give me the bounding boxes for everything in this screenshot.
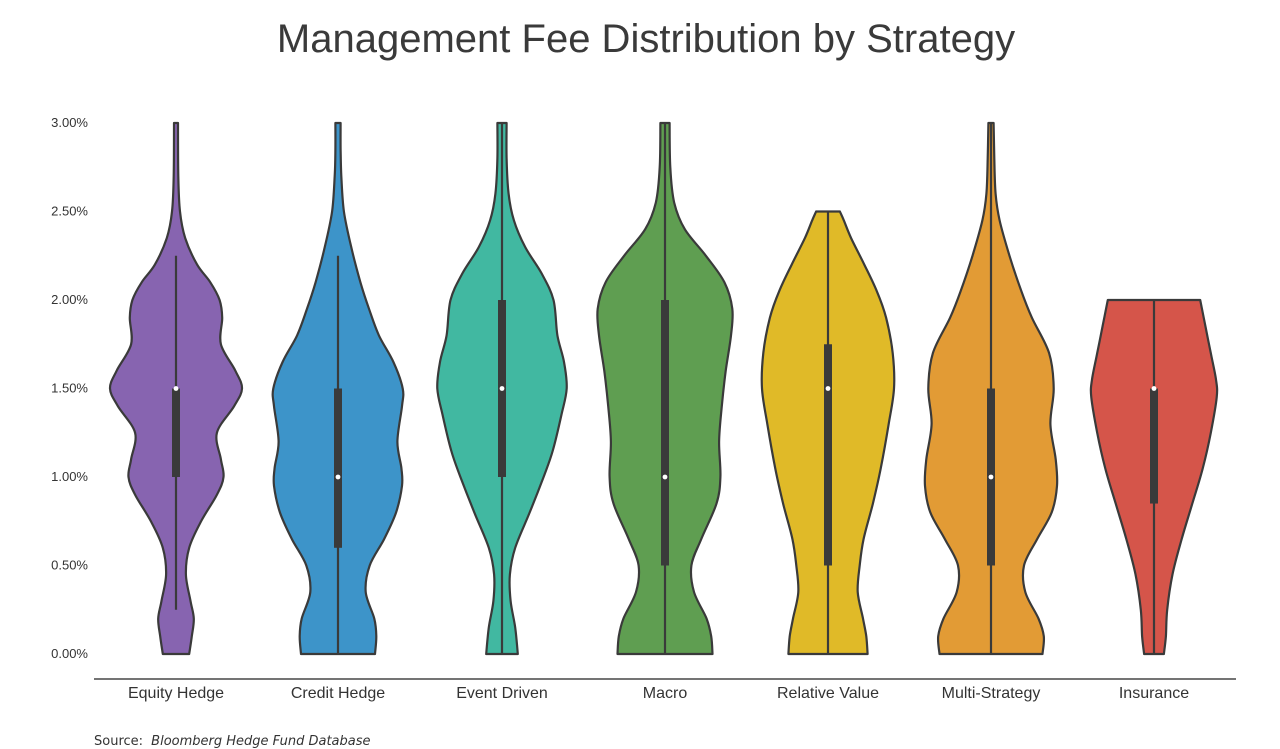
x-tick-label: Insurance <box>1119 685 1189 702</box>
violin-median-dot <box>1151 386 1157 391</box>
violin-iqr-box <box>1150 388 1158 504</box>
y-tick-label: 0.50% <box>51 558 88 573</box>
x-tick-label: Multi-Strategy <box>942 685 1041 702</box>
violin-median-dot <box>662 474 668 480</box>
source-name: Bloomberg Hedge Fund Database <box>151 734 370 749</box>
x-tick-label: Event Driven <box>456 685 548 702</box>
x-tick-label: Relative Value <box>777 685 879 702</box>
x-tick-label: Credit Hedge <box>291 685 385 702</box>
violin-iqr-box <box>661 300 669 566</box>
x-axis: Equity Hedge Credit Hedge Event Driven Macr… <box>128 685 1189 702</box>
violin-median-dot <box>335 474 341 480</box>
x-tick-label: Macro <box>643 685 688 702</box>
source-prefix: Source: <box>94 734 143 749</box>
violin-iqr-box <box>824 344 832 566</box>
violin-iqr-box <box>334 388 342 548</box>
violin-median-dot <box>499 386 505 391</box>
violin-median-dot <box>825 386 831 391</box>
violin-median-dot <box>173 386 179 391</box>
violin-median-dot <box>988 474 994 480</box>
y-tick-label: 1.50% <box>51 381 88 396</box>
source-note: Source: Bloomberg Hedge Fund Database <box>94 734 371 749</box>
y-tick-label: 2.00% <box>51 292 88 307</box>
x-tick-label: Equity Hedge <box>128 685 224 702</box>
y-axis: 0.00% 0.50% 1.00% 1.50% 2.00% 2.50% 3.00% <box>51 115 88 661</box>
y-tick-label: 0.00% <box>51 646 88 661</box>
y-tick-label: 3.00% <box>51 115 88 130</box>
y-tick-label: 2.50% <box>51 204 88 219</box>
violin-iqr-box <box>172 388 180 477</box>
chart-title: Management Fee Distribution by Strategy <box>277 17 1015 61</box>
y-tick-label: 1.00% <box>51 469 88 484</box>
violins <box>108 121 1219 656</box>
